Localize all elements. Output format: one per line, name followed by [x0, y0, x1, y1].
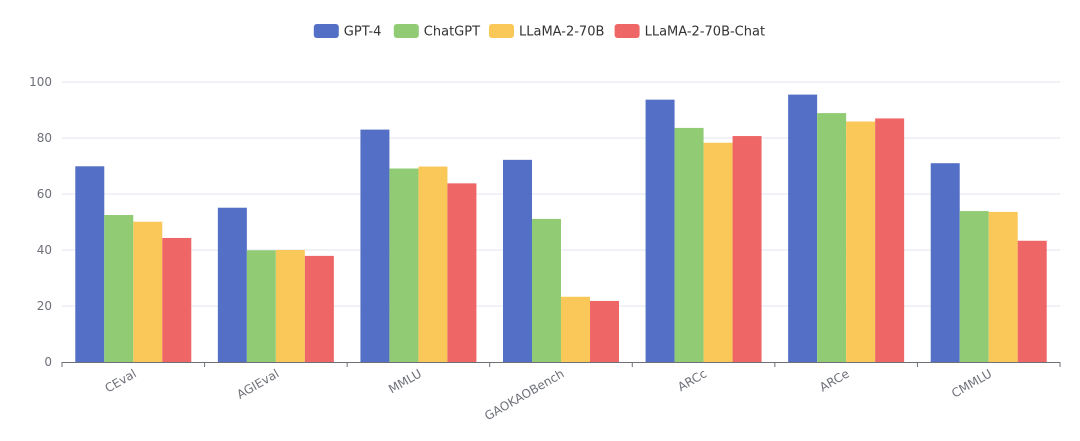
- bar-llama-2-70b-ceval[interactable]: [133, 221, 163, 362]
- legend-swatch: [393, 24, 419, 38]
- bar-llama-2-70b-chat-gaokaobench[interactable]: [590, 300, 619, 362]
- legend[interactable]: GPT-4 ChatGPT LLaMA-2-70B LLaMA-2-70B-Chat: [313, 24, 765, 40]
- x-category-label: MMLU: [386, 366, 424, 396]
- x-category-label: CMMLU: [949, 366, 994, 400]
- legend-label: LLaMA-2-70B: [519, 25, 604, 40]
- legend-label: GPT-4: [344, 25, 382, 40]
- bar-gpt-4-ceval[interactable]: [75, 166, 105, 362]
- legend-item-llama-2-70b[interactable]: LLaMA-2-70B: [489, 24, 604, 40]
- bar-llama-2-70b-chat-mmlu[interactable]: [447, 183, 477, 362]
- x-category-label: GAOKAOBench: [482, 366, 566, 423]
- bar-llama-2-70b-gaokaobench[interactable]: [561, 296, 590, 362]
- bar-llama-2-70b-chat-ceval[interactable]: [162, 237, 192, 362]
- bar-chatgpt-arcc[interactable]: [674, 127, 704, 362]
- x-category-label: CEval: [103, 366, 139, 395]
- bar-llama-2-70b-agieval[interactable]: [275, 250, 305, 362]
- bar-chatgpt-mmlu[interactable]: [389, 168, 419, 362]
- bar-chatgpt-cmmlu[interactable]: [959, 211, 989, 362]
- bar-gpt-4-cmmlu[interactable]: [930, 163, 960, 362]
- bar-llama-2-70b-arce[interactable]: [846, 121, 876, 362]
- bar-gpt-4-gaokaobench[interactable]: [503, 159, 532, 362]
- legend-label: LLaMA-2-70B-Chat: [645, 25, 765, 40]
- legend-item-llama-2-70b-chat[interactable]: LLaMA-2-70B-Chat: [614, 24, 765, 40]
- legend-swatch: [489, 24, 514, 38]
- bar-llama-2-70b-mmlu[interactable]: [418, 166, 448, 362]
- y-tick-label: 80: [37, 131, 52, 145]
- x-category-label: AGIEval: [234, 366, 281, 401]
- bar-gpt-4-agieval[interactable]: [217, 207, 247, 362]
- bar-chatgpt-ceval[interactable]: [104, 215, 134, 362]
- y-axis: 0 20 40 60 80 100: [29, 75, 52, 369]
- bars: [75, 94, 1047, 363]
- y-tick-label: 100: [29, 75, 52, 89]
- bar-llama-2-70b-chat-arcc[interactable]: [732, 136, 762, 362]
- bar-llama-2-70b-chat-arce[interactable]: [875, 118, 905, 363]
- bar-chatgpt-agieval[interactable]: [246, 250, 276, 362]
- bar-gpt-4-mmlu[interactable]: [360, 129, 390, 362]
- bar-chatgpt-arce[interactable]: [817, 113, 847, 362]
- legend-label: ChatGPT: [424, 25, 480, 40]
- bar-gpt-4-arce[interactable]: [788, 94, 818, 362]
- x-axis: CEval AGIEval MMLU GAOKAOBench ARCc ARCe CMMLU: [61, 362, 1061, 423]
- x-category-label: ARCe: [817, 366, 851, 394]
- legend-item-gpt-4[interactable]: GPT-4: [313, 24, 382, 40]
- bar-chatgpt-gaokaobench[interactable]: [532, 218, 561, 362]
- y-tick-label: 40: [37, 243, 52, 257]
- y-tick-label: 60: [37, 187, 52, 201]
- bar-gpt-4-arcc[interactable]: [645, 99, 675, 362]
- bar-llama-2-70b-chat-agieval[interactable]: [304, 255, 334, 362]
- legend-swatch: [614, 24, 640, 38]
- bar-llama-2-70b-arcc[interactable]: [703, 142, 733, 362]
- y-tick-label: 20: [37, 299, 52, 313]
- bar-llama-2-70b-cmmlu[interactable]: [988, 211, 1018, 362]
- x-category-label: ARCc: [675, 366, 709, 394]
- bar-llama-2-70b-chat-cmmlu[interactable]: [1017, 240, 1047, 362]
- legend-item-chatgpt[interactable]: ChatGPT: [393, 24, 480, 40]
- legend-swatch: [313, 24, 339, 38]
- y-tick-label: 0: [44, 355, 52, 369]
